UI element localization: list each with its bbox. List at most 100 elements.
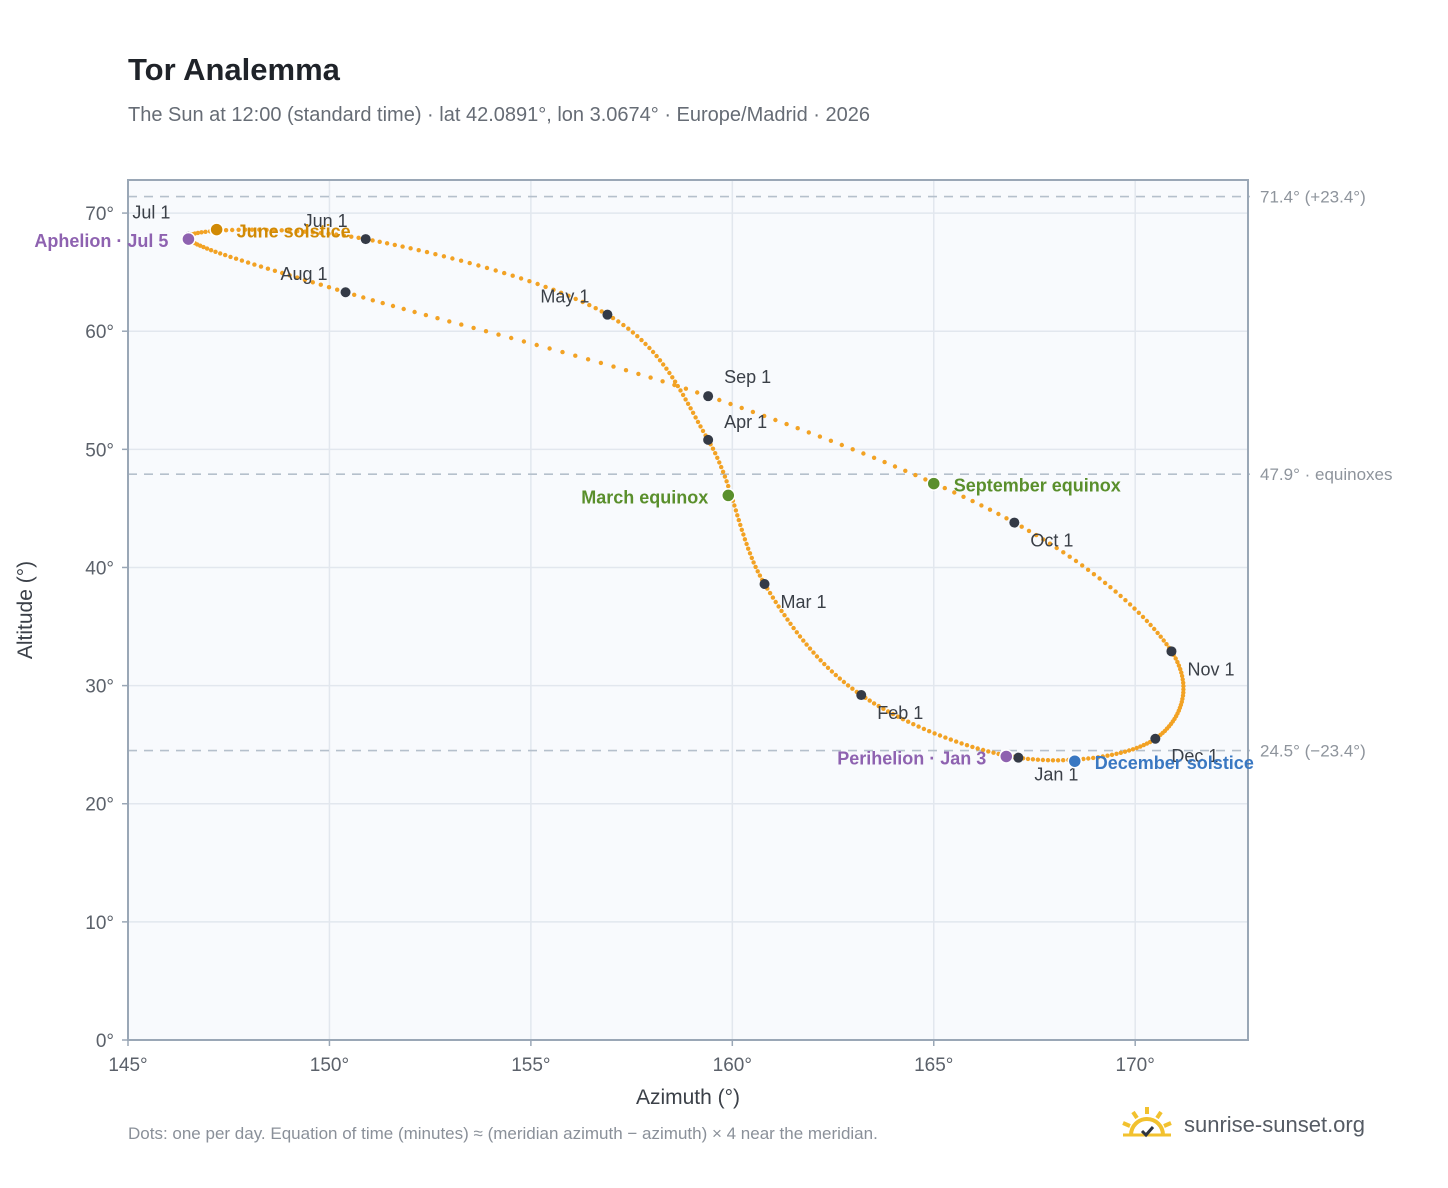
daily-dot <box>228 254 233 260</box>
daily-dot <box>1100 754 1106 759</box>
daily-dot <box>755 569 760 574</box>
x-tick-label: 150° <box>310 1055 349 1076</box>
daily-dot <box>1091 572 1097 577</box>
daily-dot <box>236 227 241 232</box>
daily-dot <box>1025 756 1031 762</box>
daily-dot <box>471 325 476 331</box>
daily-dot <box>895 714 901 719</box>
month-label: Feb 1 <box>877 703 923 723</box>
daily-dot <box>782 613 787 618</box>
daily-dot <box>1041 537 1046 542</box>
daily-dot <box>952 490 957 495</box>
daily-dot <box>623 368 629 373</box>
y-tick-label: 60° <box>85 322 114 343</box>
daily-dot <box>558 290 564 295</box>
daily-dot <box>1144 618 1150 624</box>
daily-dot <box>744 541 749 547</box>
daily-dot <box>265 266 271 271</box>
month-marker <box>703 434 714 445</box>
daily-dot <box>749 555 754 561</box>
daily-dot <box>287 273 292 278</box>
reference-line-label: 24.5° (−23.4°) <box>1260 742 1366 761</box>
month-marker <box>1009 517 1020 528</box>
daily-dot <box>726 483 731 489</box>
daily-dot <box>302 229 308 234</box>
daily-dot <box>861 451 866 456</box>
event-marker <box>209 222 224 237</box>
daily-dot <box>927 729 932 734</box>
daily-dot <box>845 683 851 688</box>
footnote: Dots: one per day. Equation of time (min… <box>128 1124 878 1143</box>
brand-logo[interactable]: sunrise-sunset.org <box>1120 1100 1365 1150</box>
daily-dot <box>750 409 756 415</box>
daily-dot <box>664 366 669 371</box>
daily-dot <box>1181 683 1186 689</box>
daily-dot <box>1109 752 1115 757</box>
daily-dot <box>1148 622 1153 628</box>
daily-dot <box>776 604 781 609</box>
daily-dot <box>980 747 986 753</box>
daily-dot <box>648 375 653 380</box>
daily-dot <box>201 244 206 250</box>
daily-dot <box>356 235 361 240</box>
daily-dot <box>921 726 927 732</box>
daily-dot <box>1019 524 1024 529</box>
daily-dot <box>401 306 406 312</box>
x-axis-title: Azimuth (°) <box>636 1086 740 1109</box>
event-marker <box>926 476 942 491</box>
daily-dot <box>1108 585 1113 590</box>
daily-dot <box>1155 630 1160 636</box>
daily-dot <box>1179 673 1185 679</box>
daily-dot <box>1123 598 1128 603</box>
daily-dot <box>218 251 223 256</box>
month-label: Jun 1 <box>304 211 348 231</box>
y-tick-label: 30° <box>85 677 114 698</box>
month-label: May 1 <box>540 287 589 307</box>
daily-dot <box>795 426 800 431</box>
daily-dot <box>551 287 556 292</box>
daily-dot <box>822 661 827 667</box>
daily-dot <box>693 415 698 420</box>
daily-dot <box>245 260 251 265</box>
daily-dot <box>825 665 831 670</box>
daily-dot <box>573 296 578 302</box>
daily-dot <box>794 630 799 635</box>
daily-dot <box>1026 528 1032 534</box>
month-marker <box>602 309 613 320</box>
event-marker <box>721 488 736 503</box>
daily-dot <box>975 746 980 751</box>
daily-dot <box>450 256 455 261</box>
daily-dot <box>916 724 921 729</box>
daily-dot <box>667 370 672 376</box>
x-tick-label: 165° <box>914 1055 953 1076</box>
daily-dot <box>496 332 501 337</box>
daily-dot <box>423 312 429 318</box>
daily-dot <box>1097 576 1102 581</box>
daily-dot <box>685 401 691 406</box>
daily-dot <box>271 227 277 233</box>
daily-dot <box>621 322 626 328</box>
month-marker <box>856 690 867 701</box>
daily-dot <box>751 560 756 565</box>
daily-dot <box>1134 745 1139 751</box>
daily-dot <box>384 241 390 246</box>
daily-dot <box>1181 680 1186 685</box>
daily-dot <box>287 228 292 233</box>
daily-dot <box>279 228 284 233</box>
daily-dot <box>560 349 565 355</box>
sun-logo-icon <box>1122 1107 1172 1138</box>
event-marker <box>1067 753 1083 769</box>
x-tick-label: 160° <box>713 1055 752 1076</box>
month-marker <box>759 579 770 590</box>
daily-dot <box>534 342 539 348</box>
month-label: Oct 1 <box>1030 531 1073 551</box>
daily-dot <box>272 268 278 273</box>
daily-dot <box>390 303 396 309</box>
daily-dot <box>1180 677 1185 682</box>
month-markers: Jan 1 Feb 1 Mar 1 Apr 1 May 1 Jun 1 Jul 1 Aug 1… <box>132 203 1234 785</box>
daily-dot <box>573 353 578 358</box>
daily-dot <box>695 390 700 395</box>
daily-dot <box>239 258 245 263</box>
daily-dot <box>837 676 842 681</box>
